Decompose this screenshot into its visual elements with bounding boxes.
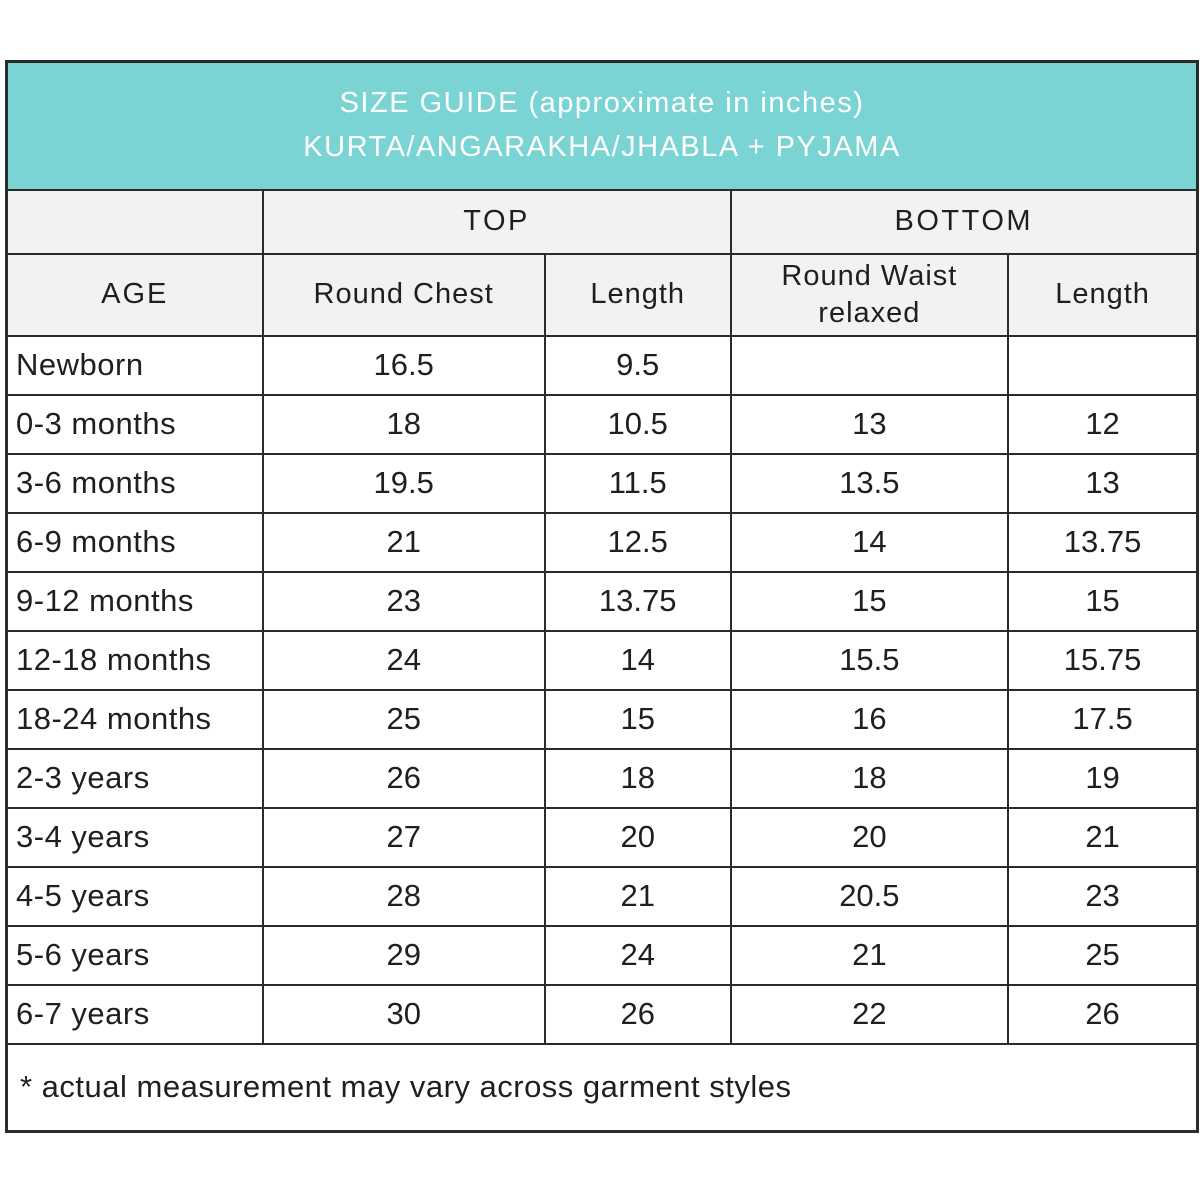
group-header-empty [5,188,264,255]
table-row: 18-24 months 25 15 16 17.5 [5,688,1199,750]
age-cell: 2-3 years [5,747,264,809]
table-row: 6-9 months 21 12.5 14 13.75 [5,511,1199,573]
title-row: SIZE GUIDE (approximate in inches) KURTA… [5,60,1199,191]
group-header-bottom: BOTTOM [729,188,1199,255]
group-header-top: TOP [261,188,732,255]
table-row: 9-12 months 23 13.75 15 15 [5,570,1199,632]
age-cell: 12-18 months [5,629,264,691]
round-chest-cell: 24 [261,629,546,691]
age-cell: 4-5 years [5,865,264,927]
bottom-length-cell [1007,334,1199,396]
round-chest-cell: 19.5 [261,452,546,514]
table-title-banner: SIZE GUIDE (approximate in inches) KURTA… [5,60,1199,191]
column-header-round-chest: Round Chest [261,252,546,337]
table-row: 5-6 years 29 24 21 25 [5,924,1199,986]
bottom-length-cell: 21 [1007,806,1199,868]
bottom-length-cell: 15.75 [1007,629,1199,691]
title-line-2: KURTA/ANGARAKHA/JHABLA + PYJAMA [303,130,901,163]
age-cell: 9-12 months [5,570,264,632]
age-cell: 6-7 years [5,983,264,1045]
column-header-top-length: Length [543,252,732,337]
column-header-round-waist: Round Waist relaxed [729,252,1010,337]
table-row: 3-6 months 19.5 11.5 13.5 13 [5,452,1199,514]
round-waist-cell: 21 [729,924,1010,986]
size-table-foot: * actual measurement may vary across gar… [5,1042,1199,1133]
round-chest-cell: 16.5 [261,334,546,396]
bottom-length-cell: 26 [1007,983,1199,1045]
age-cell: Newborn [5,334,264,396]
bottom-length-cell: 12 [1007,393,1199,455]
age-cell: 3-6 months [5,452,264,514]
age-cell: 3-4 years [5,806,264,868]
round-waist-cell: 20.5 [729,865,1010,927]
top-length-cell: 20 [543,806,732,868]
bottom-length-cell: 25 [1007,924,1199,986]
top-length-cell: 21 [543,865,732,927]
top-length-cell: 12.5 [543,511,732,573]
bottom-length-cell: 13.75 [1007,511,1199,573]
table-row: 2-3 years 26 18 18 19 [5,747,1199,809]
round-chest-cell: 28 [261,865,546,927]
table-row: 0-3 months 18 10.5 13 12 [5,393,1199,455]
column-header-row: AGE Round Chest Length Round Waist relax… [5,252,1199,337]
top-length-cell: 26 [543,983,732,1045]
round-chest-cell: 25 [261,688,546,750]
round-waist-cell: 13.5 [729,452,1010,514]
round-chest-cell: 27 [261,806,546,868]
table-row: 6-7 years 30 26 22 26 [5,983,1199,1045]
table-row: 3-4 years 27 20 20 21 [5,806,1199,868]
round-waist-cell: 13 [729,393,1010,455]
table-row: 4-5 years 28 21 20.5 23 [5,865,1199,927]
round-chest-cell: 18 [261,393,546,455]
column-header-bottom-length: Length [1007,252,1199,337]
age-cell: 6-9 months [5,511,264,573]
column-header-age: AGE [5,252,264,337]
footnote-row: * actual measurement may vary across gar… [5,1042,1199,1133]
bottom-length-cell: 13 [1007,452,1199,514]
round-chest-cell: 21 [261,511,546,573]
size-table-body: SIZE GUIDE (approximate in inches) KURTA… [5,60,1199,337]
round-waist-cell [729,334,1010,396]
size-guide-table: SIZE GUIDE (approximate in inches) KURTA… [5,60,1199,1133]
round-waist-cell: 14 [729,511,1010,573]
round-chest-cell: 23 [261,570,546,632]
round-waist-cell: 18 [729,747,1010,809]
bottom-length-cell: 15 [1007,570,1199,632]
top-length-cell: 10.5 [543,393,732,455]
round-waist-cell: 16 [729,688,1010,750]
top-length-cell: 13.75 [543,570,732,632]
footnote-text: * actual measurement may vary across gar… [5,1042,1199,1133]
top-length-cell: 14 [543,629,732,691]
top-length-cell: 9.5 [543,334,732,396]
age-cell: 5-6 years [5,924,264,986]
top-length-cell: 11.5 [543,452,732,514]
group-header-row: TOP BOTTOM [5,188,1199,255]
title-line-1: SIZE GUIDE (approximate in inches) [339,87,865,120]
round-waist-cell: 15.5 [729,629,1010,691]
bottom-length-cell: 17.5 [1007,688,1199,750]
round-chest-cell: 26 [261,747,546,809]
round-waist-cell: 22 [729,983,1010,1045]
round-chest-cell: 30 [261,983,546,1045]
age-cell: 0-3 months [5,393,264,455]
round-waist-cell: 20 [729,806,1010,868]
bottom-length-cell: 23 [1007,865,1199,927]
top-length-cell: 15 [543,688,732,750]
top-length-cell: 24 [543,924,732,986]
table-row: Newborn 16.5 9.5 [5,334,1199,396]
bottom-length-cell: 19 [1007,747,1199,809]
round-chest-cell: 29 [261,924,546,986]
top-length-cell: 18 [543,747,732,809]
round-waist-cell: 15 [729,570,1010,632]
table-row: 12-18 months 24 14 15.5 15.75 [5,629,1199,691]
age-cell: 18-24 months [5,688,264,750]
size-table-data-body: Newborn 16.5 9.5 0-3 months 18 10.5 13 1… [5,334,1199,1045]
